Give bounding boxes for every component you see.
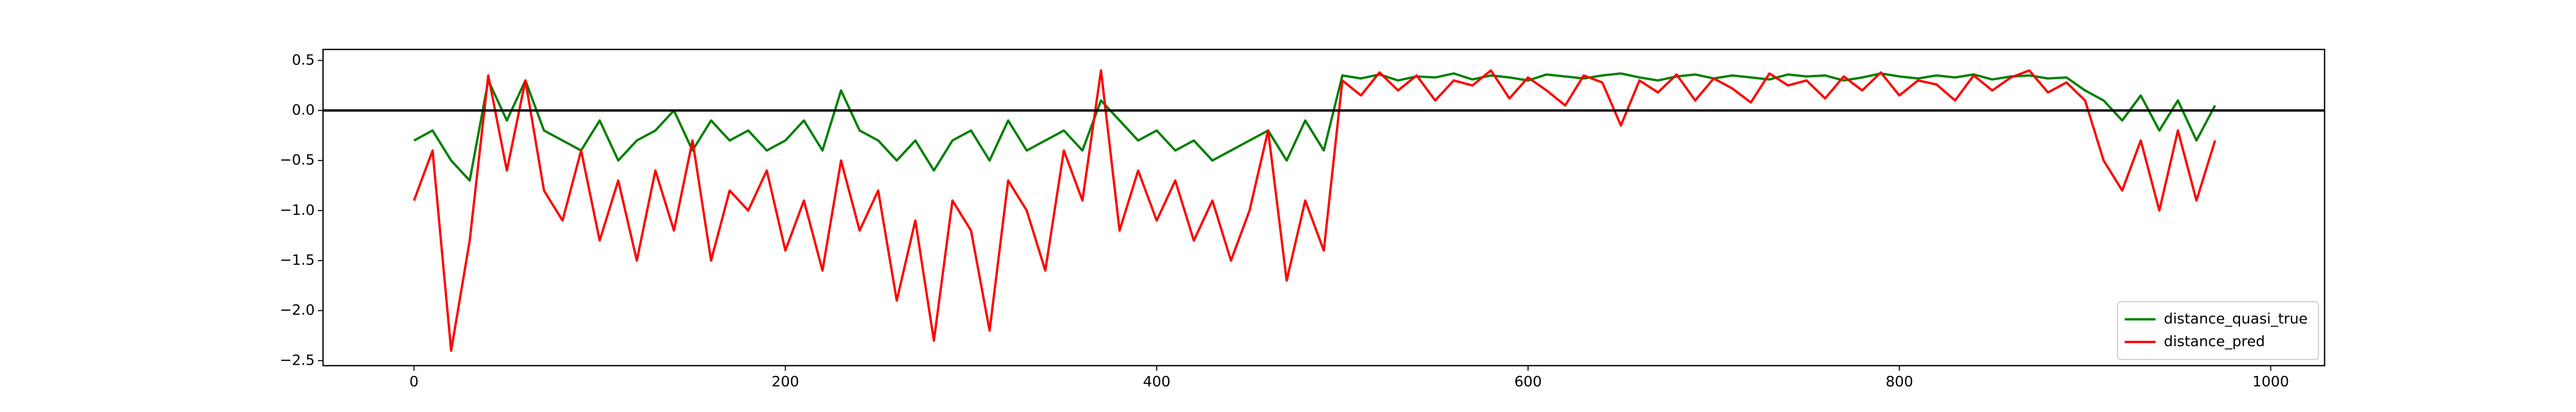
x-tick-label: 1000	[2252, 373, 2289, 390]
y-tick-label: −0.5	[280, 151, 315, 168]
series-line	[413, 69, 2216, 352]
x-tick-label: 600	[1514, 373, 1541, 390]
x-tick-label: 200	[772, 373, 799, 390]
x-tick-label: 800	[1886, 373, 1913, 390]
series-line	[413, 72, 2216, 182]
x-tick-label: 400	[1143, 373, 1170, 390]
axes-frame	[322, 48, 2326, 367]
y-tick-label: −2.0	[280, 301, 315, 318]
legend-box	[2117, 301, 2319, 360]
y-tick-label: 0.5	[292, 51, 315, 68]
legend-label: distance_quasi_true	[2164, 310, 2308, 327]
y-tick-label: −1.5	[280, 251, 315, 268]
y-tick-label: −2.5	[280, 351, 315, 368]
legend-label: distance_pred	[2164, 333, 2265, 350]
y-tick-label: −1.0	[280, 201, 315, 218]
x-tick-label: 0	[410, 373, 419, 390]
y-tick-label: 0.0	[292, 101, 315, 118]
